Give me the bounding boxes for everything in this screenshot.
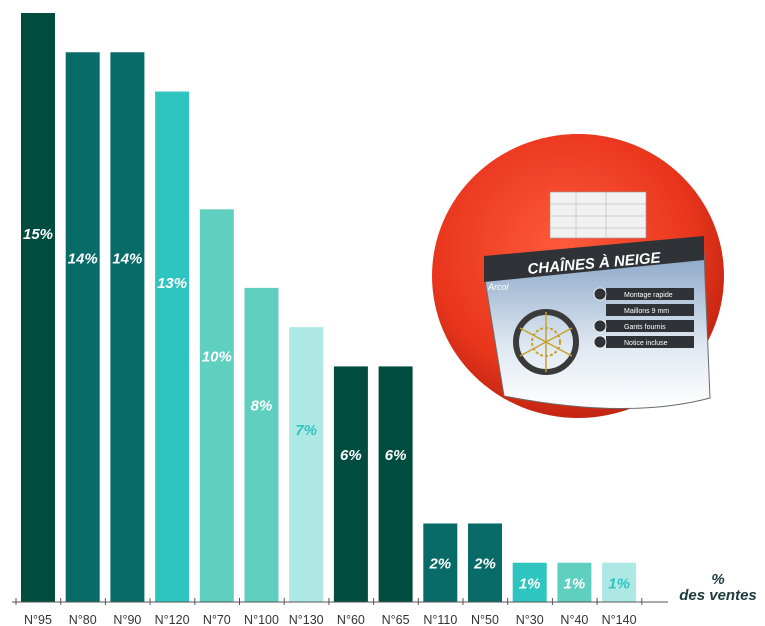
value-label: 1% [519, 575, 541, 592]
bar-n140 [602, 562, 637, 602]
bars-layer [21, 13, 637, 603]
svg-text:Notice incluse: Notice incluse [624, 340, 668, 347]
product-image: CHAÎNES À NEIGE Arcol Montage rapide Mai… [428, 128, 728, 428]
value-labels: 15% 14% 14% 13% 10% 8% 7% 6% 6% 2% 2% 1% 1% 1% [23, 226, 630, 592]
svg-text:Gants fournis: Gants fournis [624, 324, 666, 331]
tick-label: N°60 [337, 613, 365, 626]
case-label-banner [484, 236, 704, 282]
x-axis [12, 598, 668, 605]
bar-n110 [423, 523, 458, 602]
tick-label: N°100 [244, 613, 279, 626]
tick-label: N°50 [471, 613, 499, 626]
feature-list: Montage rapide Maillons 9 mm Gants fourn… [593, 287, 694, 349]
svg-text:Montage rapide: Montage rapide [624, 292, 673, 299]
svg-text:Maillons 9 mm: Maillons 9 mm [624, 308, 669, 315]
unit-label-percent: % [711, 571, 724, 588]
tick-label: N°140 [602, 613, 637, 626]
bar-n65 [378, 366, 413, 602]
value-label: 6% [340, 447, 362, 464]
tick-label: N°110 [423, 613, 457, 626]
bar-n95 [21, 13, 55, 602]
snow-chain-case-image: CHAÎNES À NEIGE Arcol Montage rapide Mai… [432, 134, 724, 418]
brand-logo: Arcol [487, 282, 510, 292]
tick-label: N°90 [113, 613, 141, 626]
bar-n50 [468, 523, 502, 602]
tick-label: N°130 [289, 613, 324, 626]
tick-label: N°80 [69, 613, 97, 626]
tick-label: N°30 [516, 613, 544, 626]
x-tick-labels: N°95 N°80 N°90 N°120 N°70 N°100 N°130 N°60 N°65 N… [24, 613, 637, 626]
bar-n120 [155, 91, 190, 603]
value-label: 14% [112, 250, 142, 267]
value-label: 7% [295, 422, 317, 439]
value-label: 1% [564, 575, 586, 592]
bar-n60 [333, 366, 368, 602]
value-label: 13% [157, 275, 187, 292]
bar-n30 [512, 562, 547, 602]
value-label: 15% [23, 226, 53, 243]
case-sticker [549, 191, 647, 239]
value-label: 10% [202, 349, 232, 366]
tick-label: N°65 [382, 613, 410, 626]
value-label: 2% [473, 556, 496, 573]
value-label: 14% [68, 250, 98, 267]
tick-label: N°95 [24, 613, 52, 626]
unit-label-sales: des ventes [679, 587, 757, 604]
tick-label: N°70 [203, 613, 231, 626]
value-label: 2% [428, 556, 451, 573]
bar-n90 [110, 52, 145, 603]
bar-n80 [65, 52, 100, 603]
bar-n40 [557, 562, 592, 602]
tick-label: N°120 [155, 613, 190, 626]
bar-n70 [199, 209, 234, 603]
bar-n130 [289, 327, 324, 602]
value-label: 8% [251, 398, 273, 415]
value-label: 6% [385, 447, 407, 464]
bar-n100 [244, 287, 279, 602]
value-label: 1% [608, 575, 630, 592]
tick-label: N°40 [560, 613, 588, 626]
